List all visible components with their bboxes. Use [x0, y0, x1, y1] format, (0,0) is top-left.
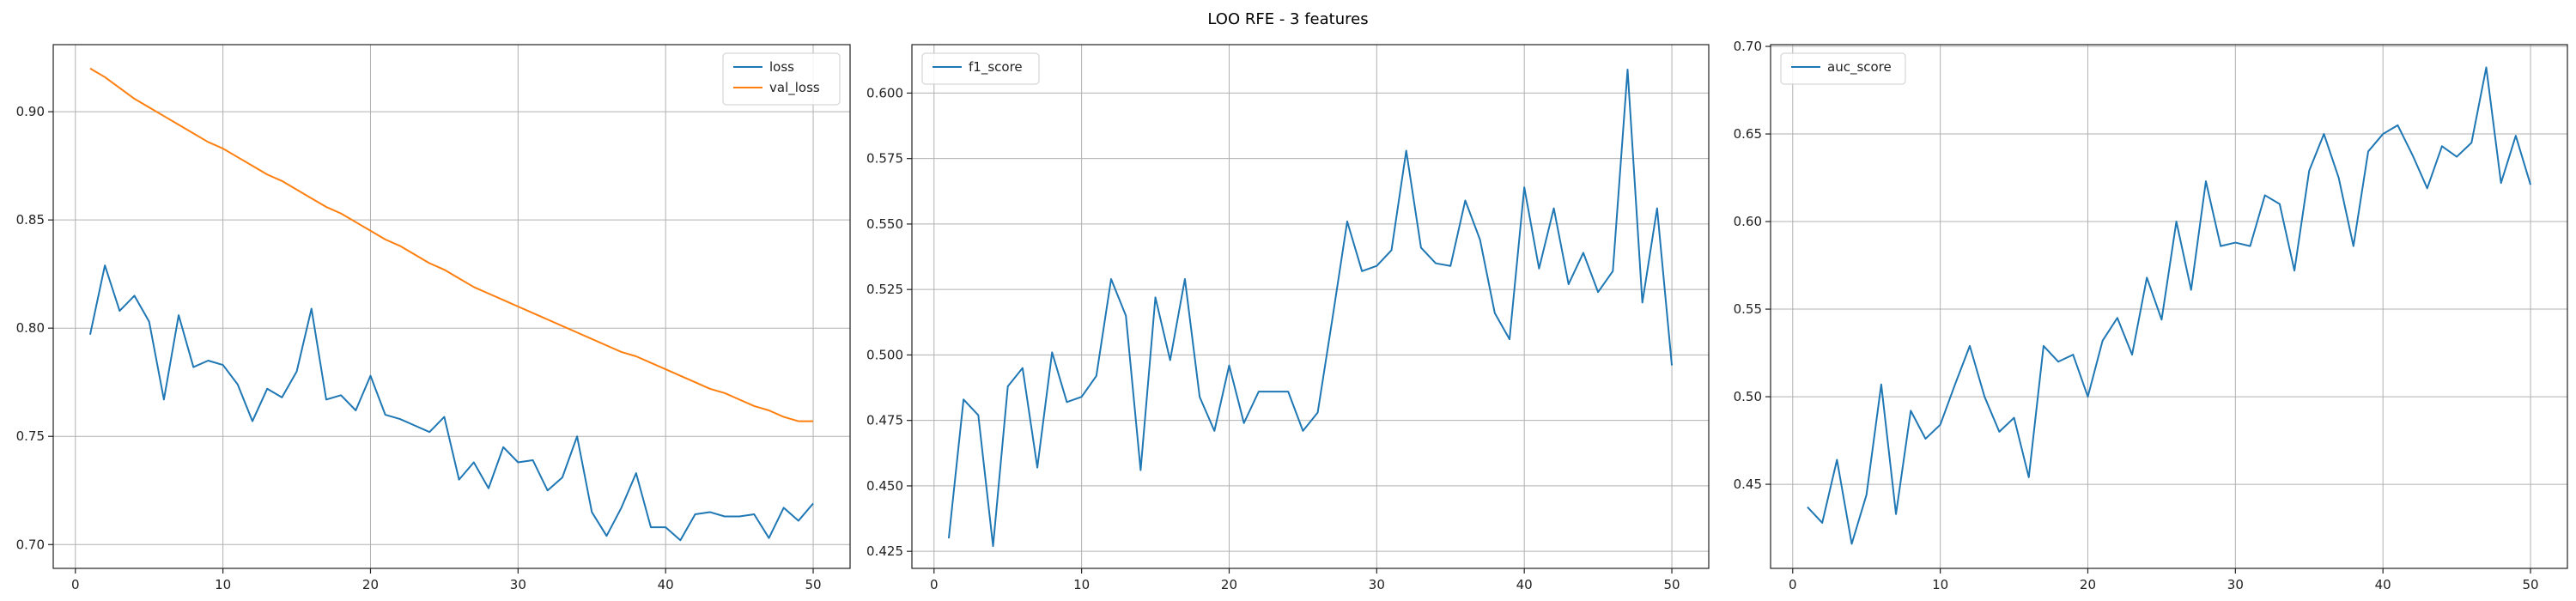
subplots: 0 10 20 30 40 50 0.70 0.75 0.80 0.85 0.90 loss val_l… — [16, 39, 2568, 592]
y-tick-label: 0.575 — [866, 151, 903, 167]
y-tick-label: 0.500 — [866, 347, 903, 362]
y-tick-label: 0.450 — [866, 478, 903, 494]
y-tick-label: 0.600 — [866, 85, 903, 100]
x-tick-label: 10 — [1073, 577, 1090, 592]
x-tick-label: 10 — [1932, 577, 1948, 592]
legend-box — [921, 52, 1040, 85]
x-tick-label: 30 — [1369, 577, 1385, 592]
x-tick-label: 30 — [510, 577, 526, 592]
legend-label-f1_score: f1_score — [969, 59, 1023, 76]
subplot-1: 0 10 20 30 40 50 0.70 0.75 0.80 0.85 0.90 loss val_l… — [16, 44, 851, 592]
x-tick-label: 0 — [71, 577, 80, 592]
legend-label-val_loss: val_loss — [769, 80, 820, 96]
x-tick-label: 20 — [362, 577, 379, 592]
y-tick-label: 0.75 — [16, 428, 45, 444]
legend-box — [1780, 52, 1906, 85]
y-tick-label: 0.70 — [16, 537, 45, 552]
y-tick-label: 0.70 — [1734, 39, 1762, 54]
x-tick-label: 50 — [805, 577, 821, 592]
subplot-2: 0 10 20 30 40 50 0.425 0.450 0.475 0.500 0.525 0.55… — [866, 44, 1710, 592]
x-tick-label: 40 — [2375, 577, 2391, 592]
legend: auc_score — [1780, 52, 1906, 85]
series-line-val_loss — [89, 67, 814, 422]
y-tick-label: 0.55 — [1734, 301, 1762, 317]
y-tick-label: 0.45 — [1734, 477, 1762, 492]
legend: f1_score — [921, 52, 1040, 85]
subplot-3: 0 10 20 30 40 50 0.45 0.50 0.55 0.60 0.65 0.70 auc_s… — [1734, 39, 2568, 592]
legend: loss val_loss — [722, 52, 841, 106]
y-tick-label: 0.50 — [1734, 389, 1762, 404]
x-tick-label: 20 — [1221, 577, 1237, 592]
y-tick-label: 0.60 — [1734, 214, 1762, 229]
axes-frame — [911, 44, 1710, 569]
y-tick-label: 0.85 — [16, 212, 45, 228]
x-tick-label: 50 — [2522, 577, 2538, 592]
x-tick-label: 0 — [930, 577, 939, 592]
x-tick-label: 30 — [2227, 577, 2244, 592]
y-tick-label: 0.90 — [16, 104, 45, 119]
x-tick-label: 20 — [2080, 577, 2096, 592]
figure-title: LOO RFE - 3 features — [1207, 10, 1368, 28]
axes-frame — [52, 44, 851, 569]
legend-label-loss: loss — [769, 59, 794, 75]
y-tick-label: 0.80 — [16, 320, 45, 336]
y-tick-label: 0.550 — [866, 216, 903, 232]
x-tick-label: 0 — [1789, 577, 1797, 592]
y-tick-label: 0.425 — [866, 543, 903, 559]
x-tick-label: 40 — [658, 577, 674, 592]
y-tick-label: 0.65 — [1734, 126, 1762, 142]
axes-frame — [1770, 44, 2568, 569]
legend-label-auc_score: auc_score — [1827, 59, 1892, 76]
series-line-f1_score — [947, 68, 1674, 548]
x-tick-label: 50 — [1663, 577, 1680, 592]
y-tick-label: 0.475 — [866, 413, 903, 428]
y-tick-label: 0.525 — [866, 282, 903, 297]
x-tick-label: 40 — [1516, 577, 1533, 592]
x-tick-label: 10 — [215, 577, 231, 592]
series-line-auc_score — [1807, 66, 2531, 545]
series-line-loss — [88, 264, 814, 542]
